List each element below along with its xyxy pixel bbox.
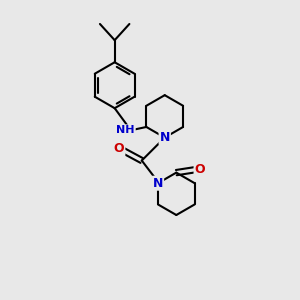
Text: N: N — [160, 131, 170, 144]
Text: N: N — [153, 177, 163, 190]
Text: O: O — [114, 142, 124, 155]
Text: O: O — [195, 163, 205, 176]
Text: NH: NH — [116, 125, 135, 135]
